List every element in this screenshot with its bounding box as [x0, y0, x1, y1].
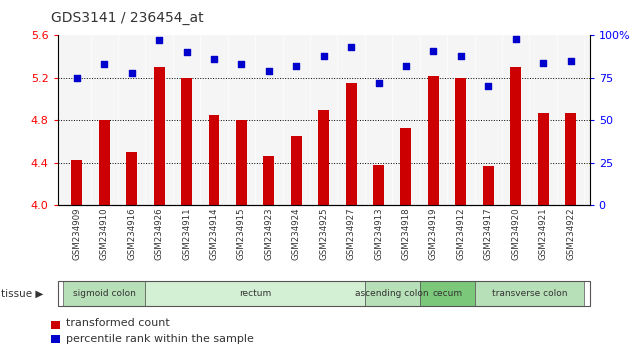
Point [291, 63, 301, 69]
Point [428, 48, 438, 53]
Bar [126, 152, 137, 205]
Point [127, 70, 137, 76]
Point [538, 60, 548, 65]
Bar [510, 67, 521, 205]
Text: GSM234923: GSM234923 [264, 207, 273, 260]
Bar [154, 67, 165, 205]
Text: rectum: rectum [239, 289, 271, 298]
Bar [291, 136, 302, 205]
Text: sigmoid colon: sigmoid colon [73, 289, 136, 298]
Point [565, 58, 576, 64]
Bar [181, 78, 192, 205]
Text: GSM234912: GSM234912 [456, 207, 465, 260]
Point [374, 80, 384, 86]
Bar [99, 120, 110, 205]
Bar [401, 128, 412, 205]
Point [483, 84, 494, 89]
Point [401, 63, 411, 69]
Text: GSM234918: GSM234918 [401, 207, 410, 260]
Text: tissue ▶: tissue ▶ [1, 289, 44, 299]
Text: GSM234909: GSM234909 [72, 207, 81, 259]
Bar [71, 160, 83, 205]
Point [319, 53, 329, 59]
Text: GSM234920: GSM234920 [511, 207, 520, 260]
Text: transverse colon: transverse colon [492, 289, 567, 298]
Point [99, 62, 110, 67]
Bar [565, 113, 576, 205]
Text: GSM234915: GSM234915 [237, 207, 246, 260]
Text: GSM234917: GSM234917 [484, 207, 493, 260]
Text: cecum: cecum [432, 289, 462, 298]
Bar [373, 165, 384, 205]
Point [263, 68, 274, 74]
Text: GSM234922: GSM234922 [566, 207, 575, 260]
Bar [483, 166, 494, 205]
Bar [236, 120, 247, 205]
Text: GSM234913: GSM234913 [374, 207, 383, 260]
Point [72, 75, 82, 81]
Bar [428, 76, 439, 205]
Point [456, 53, 466, 59]
Point [346, 45, 356, 50]
Bar [455, 78, 466, 205]
Point [209, 56, 219, 62]
Text: GSM234911: GSM234911 [182, 207, 191, 260]
Text: transformed count: transformed count [66, 318, 170, 328]
Text: GSM234921: GSM234921 [538, 207, 547, 260]
Text: GSM234927: GSM234927 [347, 207, 356, 260]
Text: ascending colon: ascending colon [356, 289, 429, 298]
Text: GSM234916: GSM234916 [127, 207, 137, 260]
Text: GSM234910: GSM234910 [100, 207, 109, 260]
Point [237, 62, 247, 67]
Text: GDS3141 / 236454_at: GDS3141 / 236454_at [51, 11, 204, 25]
Bar [318, 110, 329, 205]
Bar [345, 83, 356, 205]
Bar [263, 156, 274, 205]
Point [154, 38, 164, 43]
Bar [208, 115, 219, 205]
Text: GSM234924: GSM234924 [292, 207, 301, 260]
Text: percentile rank within the sample: percentile rank within the sample [66, 334, 254, 344]
Text: GSM234925: GSM234925 [319, 207, 328, 260]
Point [510, 36, 520, 42]
Point [181, 50, 192, 55]
Text: GSM234914: GSM234914 [210, 207, 219, 260]
Text: GSM234926: GSM234926 [154, 207, 163, 260]
Bar [538, 113, 549, 205]
Text: GSM234919: GSM234919 [429, 207, 438, 259]
